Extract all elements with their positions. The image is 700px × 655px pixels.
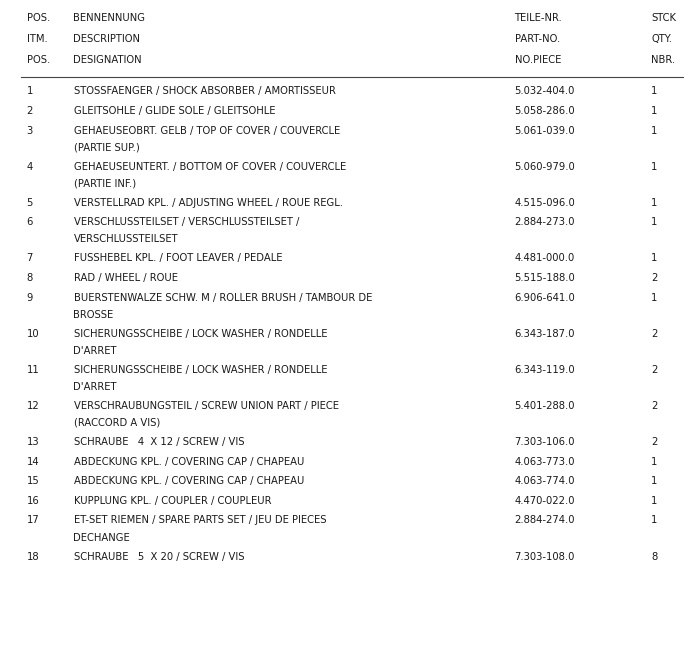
Text: VERSCHRAUBUNGSTEIL / SCREW UNION PART / PIECE: VERSCHRAUBUNGSTEIL / SCREW UNION PART / … <box>74 401 339 411</box>
Text: ABDECKUNG KPL. / COVERING CAP / CHAPEAU: ABDECKUNG KPL. / COVERING CAP / CHAPEAU <box>74 457 304 466</box>
Text: 7: 7 <box>27 253 33 263</box>
Text: (RACCORD A VIS): (RACCORD A VIS) <box>74 418 160 428</box>
Text: D'ARRET: D'ARRET <box>74 382 117 392</box>
Text: VERSTELLRAD KPL. / ADJUSTING WHEEL / ROUE REGL.: VERSTELLRAD KPL. / ADJUSTING WHEEL / ROU… <box>74 198 342 208</box>
Text: DESIGNATION: DESIGNATION <box>74 55 142 65</box>
Text: 1: 1 <box>27 86 33 96</box>
Text: 4.063-774.0: 4.063-774.0 <box>514 476 575 486</box>
Text: 4.481-000.0: 4.481-000.0 <box>514 253 575 263</box>
Text: 4.470-022.0: 4.470-022.0 <box>514 496 575 506</box>
Text: 12: 12 <box>27 401 39 411</box>
Text: BROSSE: BROSSE <box>74 310 113 320</box>
Text: 2: 2 <box>651 273 657 283</box>
Text: TEILE-NR.: TEILE-NR. <box>514 13 562 23</box>
Text: 17: 17 <box>27 515 39 525</box>
Text: 7.303-108.0: 7.303-108.0 <box>514 552 575 561</box>
Text: 1: 1 <box>651 457 657 466</box>
Text: 5: 5 <box>27 198 33 208</box>
Text: 2: 2 <box>651 329 657 339</box>
Text: SICHERUNGSSCHEIBE / LOCK WASHER / RONDELLE: SICHERUNGSSCHEIBE / LOCK WASHER / RONDEL… <box>74 365 327 375</box>
Text: 2: 2 <box>651 437 657 447</box>
Text: 16: 16 <box>27 496 39 506</box>
Text: 5.058-286.0: 5.058-286.0 <box>514 106 575 116</box>
Text: ITM.: ITM. <box>27 34 48 44</box>
Text: GEHAEUSEUNTERT. / BOTTOM OF COVER / COUVERCLE: GEHAEUSEUNTERT. / BOTTOM OF COVER / COUV… <box>74 162 346 172</box>
Text: VERSCHLUSSTEILSET: VERSCHLUSSTEILSET <box>74 234 178 244</box>
Text: 6.343-187.0: 6.343-187.0 <box>514 329 575 339</box>
Text: 1: 1 <box>651 106 657 116</box>
Text: POS.: POS. <box>27 13 50 23</box>
Text: 9: 9 <box>27 293 33 303</box>
Text: KUPPLUNG KPL. / COUPLER / COUPLEUR: KUPPLUNG KPL. / COUPLER / COUPLEUR <box>74 496 271 506</box>
Text: 4.515-096.0: 4.515-096.0 <box>514 198 575 208</box>
Text: PART-NO.: PART-NO. <box>514 34 560 44</box>
Text: RAD / WHEEL / ROUE: RAD / WHEEL / ROUE <box>74 273 178 283</box>
Text: 5.401-288.0: 5.401-288.0 <box>514 401 575 411</box>
Text: DECHANGE: DECHANGE <box>74 533 130 542</box>
Text: 5.515-188.0: 5.515-188.0 <box>514 273 575 283</box>
Text: DESCRIPTION: DESCRIPTION <box>74 34 141 44</box>
Text: SICHERUNGSSCHEIBE / LOCK WASHER / RONDELLE: SICHERUNGSSCHEIBE / LOCK WASHER / RONDEL… <box>74 329 327 339</box>
Text: ABDECKUNG KPL. / COVERING CAP / CHAPEAU: ABDECKUNG KPL. / COVERING CAP / CHAPEAU <box>74 476 304 486</box>
Text: 15: 15 <box>27 476 39 486</box>
Text: 10: 10 <box>27 329 39 339</box>
Text: 8: 8 <box>651 552 657 561</box>
Text: FUSSHEBEL KPL. / FOOT LEAVER / PEDALE: FUSSHEBEL KPL. / FOOT LEAVER / PEDALE <box>74 253 282 263</box>
Text: 1: 1 <box>651 496 657 506</box>
Text: 2.884-273.0: 2.884-273.0 <box>514 217 575 227</box>
Text: (PARTIE SUP.): (PARTIE SUP.) <box>74 143 139 153</box>
Text: 2.884-274.0: 2.884-274.0 <box>514 515 575 525</box>
Text: NO.PIECE: NO.PIECE <box>514 55 561 65</box>
Text: GLEITSOHLE / GLIDE SOLE / GLEITSOHLE: GLEITSOHLE / GLIDE SOLE / GLEITSOHLE <box>74 106 275 116</box>
Text: 14: 14 <box>27 457 39 466</box>
Text: 4: 4 <box>27 162 33 172</box>
Text: 8: 8 <box>27 273 33 283</box>
Text: 2: 2 <box>651 365 657 375</box>
Text: 6.906-641.0: 6.906-641.0 <box>514 293 575 303</box>
Text: 4.063-773.0: 4.063-773.0 <box>514 457 575 466</box>
Text: 1: 1 <box>651 476 657 486</box>
Text: GEHAEUSEOBRT. GELB / TOP OF COVER / COUVERCLE: GEHAEUSEOBRT. GELB / TOP OF COVER / COUV… <box>74 126 340 136</box>
Text: BUERSTENWALZE SCHW. M / ROLLER BRUSH / TAMBOUR DE: BUERSTENWALZE SCHW. M / ROLLER BRUSH / T… <box>74 293 372 303</box>
Text: SCHRAUBE   5  X 20 / SCREW / VIS: SCHRAUBE 5 X 20 / SCREW / VIS <box>74 552 244 561</box>
Text: 5.060-979.0: 5.060-979.0 <box>514 162 575 172</box>
Text: ET-SET RIEMEN / SPARE PARTS SET / JEU DE PIECES: ET-SET RIEMEN / SPARE PARTS SET / JEU DE… <box>74 515 326 525</box>
Text: 3: 3 <box>27 126 33 136</box>
Text: 18: 18 <box>27 552 39 561</box>
Text: 1: 1 <box>651 293 657 303</box>
Text: 5.061-039.0: 5.061-039.0 <box>514 126 575 136</box>
Text: 1: 1 <box>651 253 657 263</box>
Text: 11: 11 <box>27 365 39 375</box>
Text: NBR.: NBR. <box>651 55 675 65</box>
Text: D'ARRET: D'ARRET <box>74 346 117 356</box>
Text: 13: 13 <box>27 437 39 447</box>
Text: STOSSFAENGER / SHOCK ABSORBER / AMORTISSEUR: STOSSFAENGER / SHOCK ABSORBER / AMORTISS… <box>74 86 335 96</box>
Text: BENNENNUNG: BENNENNUNG <box>74 13 146 23</box>
Text: 1: 1 <box>651 515 657 525</box>
Text: 1: 1 <box>651 162 657 172</box>
Text: 1: 1 <box>651 217 657 227</box>
Text: (PARTIE INF.): (PARTIE INF.) <box>74 179 136 189</box>
Text: 6.343-119.0: 6.343-119.0 <box>514 365 575 375</box>
Text: 2: 2 <box>651 401 657 411</box>
Text: 7.303-106.0: 7.303-106.0 <box>514 437 575 447</box>
Text: 5.032-404.0: 5.032-404.0 <box>514 86 575 96</box>
Text: 1: 1 <box>651 86 657 96</box>
Text: QTY.: QTY. <box>651 34 672 44</box>
Text: 6: 6 <box>27 217 33 227</box>
Text: 1: 1 <box>651 126 657 136</box>
Text: STCK: STCK <box>651 13 676 23</box>
Text: 1: 1 <box>651 198 657 208</box>
Text: 2: 2 <box>27 106 33 116</box>
Text: VERSCHLUSSTEILSET / VERSCHLUSSTEILSET /: VERSCHLUSSTEILSET / VERSCHLUSSTEILSET / <box>74 217 299 227</box>
Text: SCHRAUBE   4  X 12 / SCREW / VIS: SCHRAUBE 4 X 12 / SCREW / VIS <box>74 437 244 447</box>
Text: POS.: POS. <box>27 55 50 65</box>
